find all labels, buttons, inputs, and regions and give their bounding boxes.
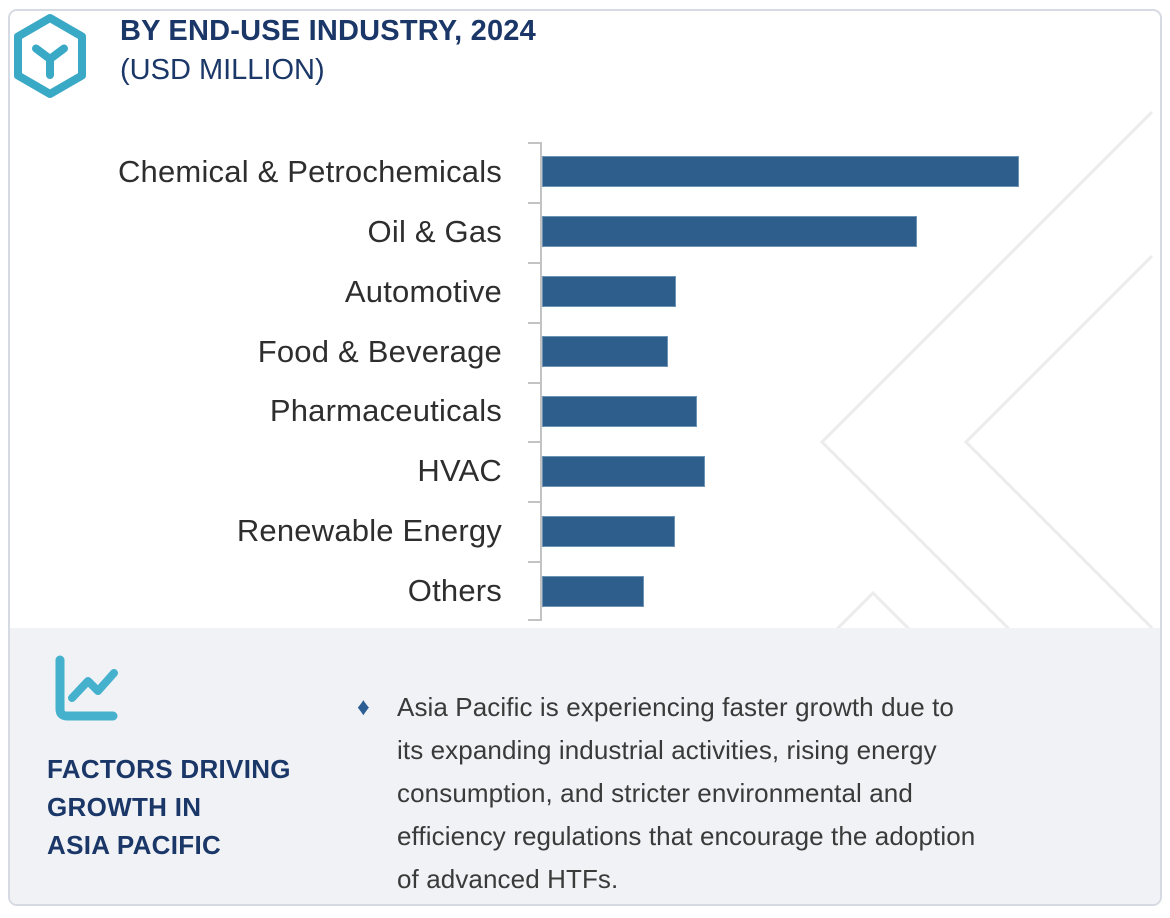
- y-axis-line: [540, 142, 542, 621]
- axis-tick: [528, 619, 541, 621]
- chart-row-food-beverage: Food & Beverage: [10, 322, 1160, 382]
- diamond-bullet-icon: ♦: [357, 693, 370, 721]
- chart-row-pharmaceuticals: Pharmaceuticals: [10, 382, 1160, 442]
- chart-title: BY END-USE INDUSTRY, 2024: [120, 15, 536, 47]
- chart-row-hvac: HVAC: [10, 441, 1160, 501]
- line-chart-icon: [55, 655, 118, 721]
- chart-rows: Chemical & Petrochemicals Oil & Gas Automo…: [10, 142, 1160, 621]
- axis-tick: [528, 321, 541, 324]
- category-label-oil-gas: Oil & Gas: [367, 213, 502, 249]
- axis-tick: [528, 501, 541, 504]
- insight-heading: FACTORS DRIVING GROWTH IN ASIA PACIFIC: [47, 754, 291, 860]
- axis-tick: [528, 142, 541, 144]
- category-label-others: Others: [407, 573, 502, 609]
- hexagon-y-logo-icon: [14, 14, 86, 98]
- insight-bullet-row: ♦ Asia Pacific is experiencing faster gr…: [357, 686, 1097, 901]
- chart-row-automotive: Automotive: [10, 262, 1160, 322]
- bar-food-beverage: [542, 336, 668, 368]
- axis-tick: [528, 261, 541, 264]
- chart-row-chemical-petrochemicals: Chemical & Petrochemicals: [10, 142, 1160, 202]
- category-label-food-beverage: Food & Beverage: [257, 333, 502, 369]
- chart-row-others: Others: [10, 561, 1160, 621]
- axis-tick: [528, 561, 541, 564]
- chart-subtitle: (USD MILLION): [120, 54, 325, 86]
- category-label-chemical-petrochemicals: Chemical & Petrochemicals: [117, 153, 502, 189]
- category-label-pharmaceuticals: Pharmaceuticals: [269, 393, 502, 429]
- axis-tick: [528, 441, 541, 444]
- insight-bullet-text: Asia Pacific is experiencing faster grow…: [397, 692, 976, 894]
- bar-oil-gas: [542, 216, 917, 248]
- chart-row-oil-gas: Oil & Gas: [10, 202, 1160, 262]
- chart-card: BY END-USE INDUSTRY, 2024 (USD MILLION) …: [8, 9, 1162, 906]
- category-label-renewable-energy: Renewable Energy: [236, 513, 502, 549]
- bar-chart: Chemical & Petrochemicals Oil & Gas Automo…: [10, 142, 1160, 622]
- axis-tick: [528, 201, 541, 204]
- axis-tick: [528, 381, 541, 384]
- bar-chemical-petrochemicals: [542, 156, 1019, 188]
- bar-automotive: [542, 276, 677, 308]
- category-label-automotive: Automotive: [344, 273, 502, 309]
- bar-renewable-energy: [542, 515, 676, 547]
- bar-pharmaceuticals: [542, 395, 698, 427]
- insight-panel: FACTORS DRIVING GROWTH IN ASIA PACIFIC ♦…: [10, 628, 1160, 904]
- bar-others: [542, 575, 645, 607]
- bar-hvac: [542, 455, 706, 487]
- chart-row-renewable-energy: Renewable Energy: [10, 501, 1160, 561]
- category-label-hvac: HVAC: [417, 453, 502, 489]
